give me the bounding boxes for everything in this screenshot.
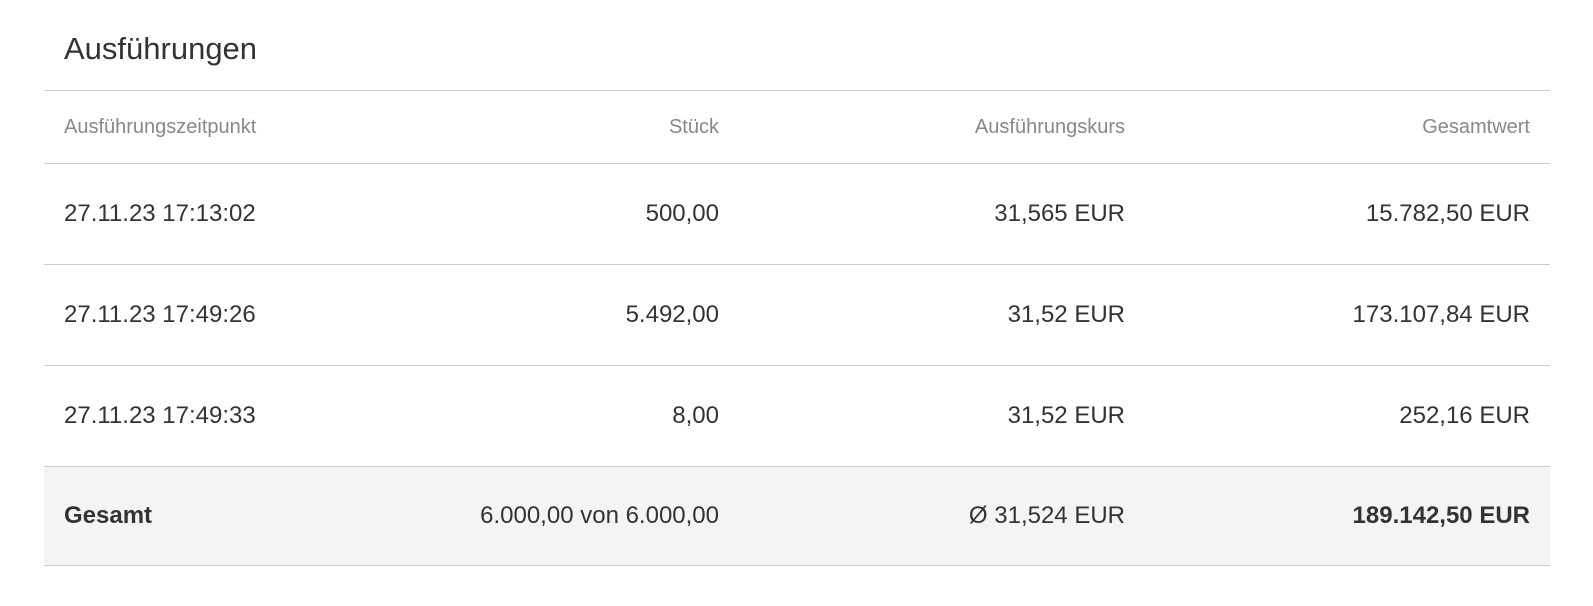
cell-total: 15.782,50 EUR [1365, 200, 1530, 227]
section-title: Ausführungen [44, 0, 1550, 91]
col-quantity: Stück [668, 115, 719, 138]
table-row: 27.11.23 17:49:33 8,00 31,52 EUR 252,16 … [44, 366, 1550, 467]
total-value: 189.142,50 EUR [1352, 502, 1530, 529]
executions-panel: Ausführungen Ausführungszeitpunkt Stück … [44, 0, 1550, 566]
cell-quantity: 8,00 [672, 402, 719, 429]
average-price: Ø 31,524 EUR [968, 502, 1125, 529]
col-total: Gesamtwert [1422, 115, 1530, 138]
cell-time: 27.11.23 17:49:33 [64, 402, 256, 429]
cell-quantity: 500,00 [645, 200, 719, 227]
cell-price: 31,565 EUR [994, 200, 1125, 227]
cell-time: 27.11.23 17:13:02 [64, 200, 256, 227]
cell-total: 252,16 EUR [1399, 402, 1530, 429]
total-row: Gesamt 6.000,00 von 6.000,00 Ø 31,524 EU… [44, 467, 1550, 566]
table-row: 27.11.23 17:13:02 500,00 31,565 EUR 15.7… [44, 164, 1550, 265]
total-label: Gesamt [64, 502, 153, 529]
cell-price: 31,52 EUR [1007, 402, 1125, 429]
table-header: Ausführungszeitpunkt Stück Ausführungsku… [44, 91, 1550, 164]
cell-total: 173.107,84 EUR [1352, 301, 1530, 328]
cell-time: 27.11.23 17:49:26 [64, 301, 256, 328]
col-price: Ausführungskurs [974, 115, 1125, 138]
cell-price: 31,52 EUR [1007, 301, 1125, 328]
cell-quantity: 5.492,00 [625, 301, 719, 328]
table-row: 27.11.23 17:49:26 5.492,00 31,52 EUR 173… [44, 265, 1550, 366]
col-time: Ausführungszeitpunkt [64, 115, 257, 138]
total-quantity: 6.000,00 von 6.000,00 [480, 502, 719, 529]
